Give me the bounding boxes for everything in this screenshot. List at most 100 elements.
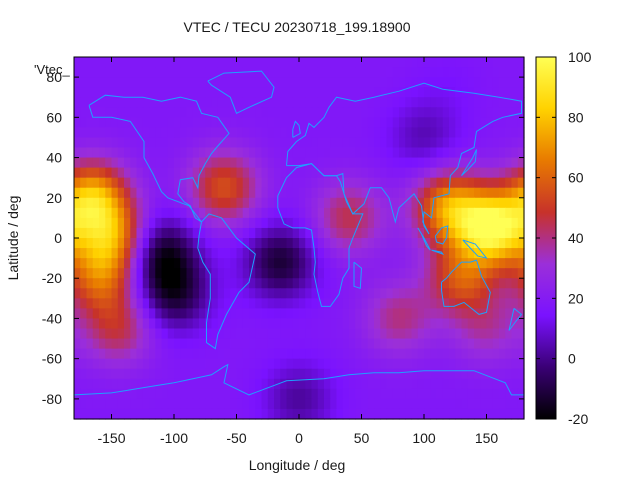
heatmap-cell: [267, 258, 275, 269]
heatmap-cell: [117, 127, 125, 139]
heatmap-cell: [461, 328, 469, 340]
heatmap-cell: [467, 117, 475, 128]
heatmap-cell: [161, 248, 169, 259]
heatmap-cell: [449, 408, 456, 420]
heatmap-cell: [411, 187, 419, 199]
heatmap-cell: [342, 288, 350, 299]
heatmap-cell: [511, 107, 519, 118]
heatmap-cell: [299, 288, 306, 299]
heatmap-cell: [492, 177, 500, 189]
heatmap-cell: [92, 318, 100, 330]
heatmap-cell: [286, 278, 294, 289]
heatmap-cell: [167, 177, 175, 189]
heatmap-cell: [474, 67, 481, 78]
heatmap-cell: [155, 117, 163, 128]
heatmap-cell: [255, 227, 263, 239]
heatmap-cell: [242, 117, 250, 128]
heatmap-cell: [249, 107, 256, 118]
heatmap-cell: [167, 97, 175, 108]
heatmap-cell: [355, 127, 363, 139]
heatmap-cell: [517, 278, 525, 289]
heatmap-cell: [492, 197, 500, 209]
heatmap-cell: [186, 167, 194, 179]
heatmap-cell: [261, 187, 269, 199]
heatmap-cell: [136, 278, 144, 289]
coastline: [292, 120, 301, 138]
heatmap-cell: [130, 348, 138, 360]
heatmap-cell: [86, 97, 94, 108]
heatmap-cell: [80, 408, 88, 420]
heatmap-cell: [417, 57, 425, 68]
heatmap-cell: [274, 107, 281, 118]
heatmap-cell: [149, 368, 156, 380]
heatmap-cell: [167, 288, 175, 299]
heatmap-cell: [442, 348, 450, 360]
heatmap-cell: [80, 67, 88, 78]
heatmap-cell: [449, 298, 456, 309]
heatmap-cell: [417, 217, 425, 229]
heatmap-cell: [505, 358, 513, 370]
heatmap-cell: [211, 57, 219, 68]
heatmap-cell: [130, 137, 138, 149]
heatmap-cell: [142, 318, 150, 330]
x-tick-label: 50: [354, 430, 370, 446]
heatmap-cell: [499, 308, 506, 320]
heatmap-cell: [186, 97, 194, 108]
heatmap-cell: [180, 408, 188, 420]
heatmap-cell: [374, 207, 381, 219]
heatmap-cell: [149, 197, 156, 209]
heatmap-cell: [80, 258, 88, 269]
heatmap-cell: [111, 408, 119, 420]
heatmap-cell: [236, 338, 244, 350]
heatmap-cell: [480, 388, 488, 400]
heatmap-cell: [355, 117, 363, 128]
heatmap-cell: [274, 408, 281, 420]
heatmap-cell: [217, 207, 225, 219]
heatmap-cell: [92, 67, 100, 78]
heatmap-cell: [361, 227, 369, 239]
heatmap-cell: [399, 97, 406, 108]
heatmap-cell: [80, 227, 88, 239]
heatmap-cell: [242, 378, 250, 390]
heatmap-cell: [311, 107, 319, 118]
heatmap-cell: [86, 207, 94, 219]
heatmap-cell: [149, 227, 156, 239]
heatmap-cell: [311, 57, 319, 68]
heatmap-cell: [130, 378, 138, 390]
heatmap-cell: [205, 378, 213, 390]
heatmap-cell: [74, 258, 81, 269]
heatmap-cell: [317, 408, 325, 420]
heatmap-cell: [136, 127, 144, 139]
heatmap-cell: [174, 278, 181, 289]
heatmap-cell: [330, 238, 338, 249]
heatmap-cell: [205, 57, 213, 68]
heatmap-cell: [155, 358, 163, 370]
heatmap-cell: [80, 328, 88, 340]
heatmap-cell: [192, 248, 200, 259]
heatmap-cell: [124, 318, 131, 330]
heatmap-cell: [142, 137, 150, 149]
heatmap-cell: [249, 278, 256, 289]
heatmap-cell: [367, 147, 375, 159]
heatmap-cell: [236, 77, 244, 88]
heatmap-cell: [167, 207, 175, 219]
heatmap-cell: [186, 258, 194, 269]
heatmap-cell: [336, 107, 344, 118]
heatmap-cell: [180, 258, 188, 269]
heatmap-cell: [124, 408, 131, 420]
heatmap-cell: [211, 147, 219, 159]
heatmap-cell: [317, 278, 325, 289]
heatmap-cell: [155, 318, 163, 330]
heatmap-cell: [292, 67, 300, 78]
heatmap-cell: [180, 197, 188, 209]
heatmap-cell: [486, 207, 494, 219]
heatmap-cell: [474, 187, 481, 199]
heatmap-cell: [267, 368, 275, 380]
heatmap-cell: [467, 207, 475, 219]
heatmap-cell: [480, 358, 488, 370]
heatmap-cell: [355, 77, 363, 88]
heatmap-cell: [117, 298, 125, 309]
heatmap-cell: [105, 348, 113, 360]
heatmap-cell: [224, 248, 231, 259]
heatmap-cell: [355, 398, 363, 410]
